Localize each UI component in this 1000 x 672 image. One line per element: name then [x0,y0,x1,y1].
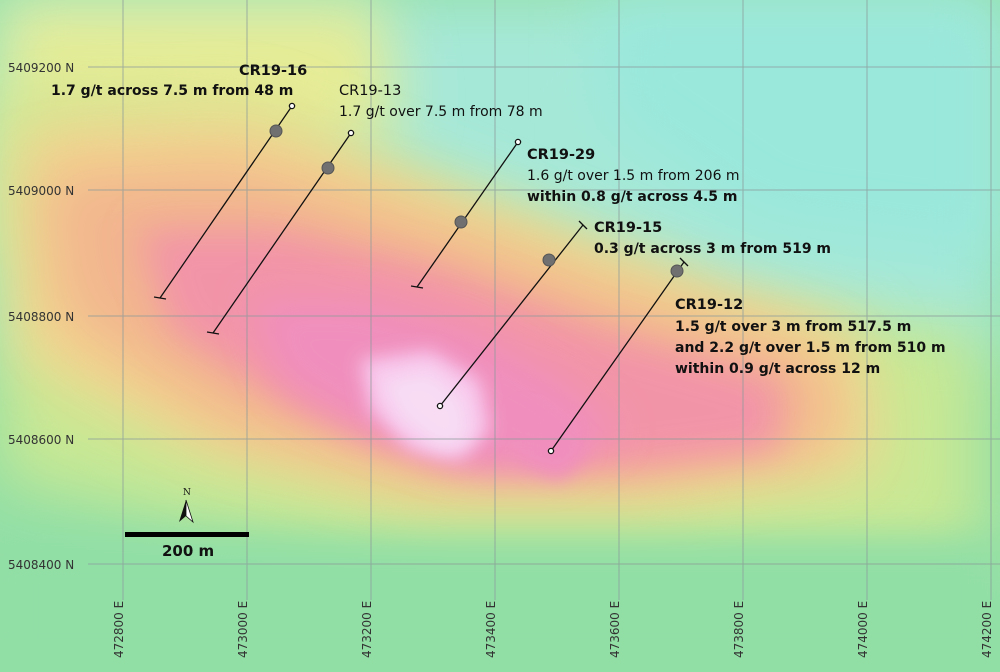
easting-label: 473200 E [360,601,374,658]
scale-bar: 200 m [125,532,249,560]
hole-id: CR19-13 [339,83,401,99]
scale-bar-label: 200 m [162,542,214,560]
easting-label: 472800 E [112,601,126,658]
easting-label: 474000 E [856,601,870,658]
northing-label: 5409200 N [8,61,74,75]
easting-label: 473600 E [608,601,622,658]
northing-label: 5408600 N [8,433,74,447]
drill-trace-cr19-16[interactable] [153,102,296,300]
hole-result: 1.5 g/t over 3 m from 517.5 m [675,319,911,335]
intercept-marker[interactable] [321,161,335,175]
drill-trace-cr19-12[interactable] [547,257,689,455]
easting-labels: 472800 E 473000 E 473200 E 473400 E 4736… [112,601,994,658]
hole-id: CR19-12 [675,297,743,313]
northing-label: 5408800 N [8,310,74,324]
easting-label: 473000 E [236,601,250,658]
annotation-cr19-13: CR19-13 1.7 g/t over 7.5 m from 78 m [339,83,543,120]
hole-result: 0.3 g/t across 3 m from 519 m [594,241,831,257]
hole-result: 1.6 g/t over 1.5 m from 206 m [527,168,740,184]
hole-result: 1.7 g/t over 7.5 m from 78 m [339,104,543,120]
drill-trace-cr19-29[interactable] [410,138,522,289]
hole-result: within 0.9 g/t across 12 m [675,361,880,377]
easting-label: 473800 E [732,601,746,658]
intercept-marker[interactable] [542,253,556,267]
hole-id: CR19-29 [527,147,595,163]
coordinate-grid [88,0,1000,600]
annotation-cr19-16: CR19-16 1.7 g/t across 7.5 m from 48 m [51,63,307,99]
drill-trace-cr19-13[interactable] [206,129,355,335]
annotation-cr19-29: CR19-29 1.6 g/t over 1.5 m from 206 m wi… [527,147,740,205]
northing-label: 5409000 N [8,184,74,198]
annotation-cr19-12: CR19-12 1.5 g/t over 3 m from 517.5 m an… [675,297,946,377]
drill-trace-cr19-15[interactable] [436,220,588,410]
svg-text:N: N [183,488,191,498]
intercept-marker[interactable] [670,264,684,278]
hole-result: within 0.8 g/t across 4.5 m [527,189,737,205]
northing-labels: 5409200 N 5409000 N 5408800 N 5408600 N … [8,61,74,572]
northing-label: 5408400 N [8,558,74,572]
drill-traces [153,102,689,455]
scale-bar-line [125,532,249,537]
easting-label: 474200 E [980,601,994,658]
intercept-marker[interactable] [454,215,468,229]
north-arrow-icon: N [179,488,194,524]
hole-result: and 2.2 g/t over 1.5 m from 510 m [675,340,946,356]
hole-id: CR19-15 [594,220,662,236]
easting-label: 473400 E [484,601,498,658]
hole-id: CR19-16 [239,63,307,79]
annotation-cr19-15: CR19-15 0.3 g/t across 3 m from 519 m [594,220,831,257]
hole-result: 1.7 g/t across 7.5 m from 48 m [51,83,293,99]
intercept-marker[interactable] [269,124,283,138]
